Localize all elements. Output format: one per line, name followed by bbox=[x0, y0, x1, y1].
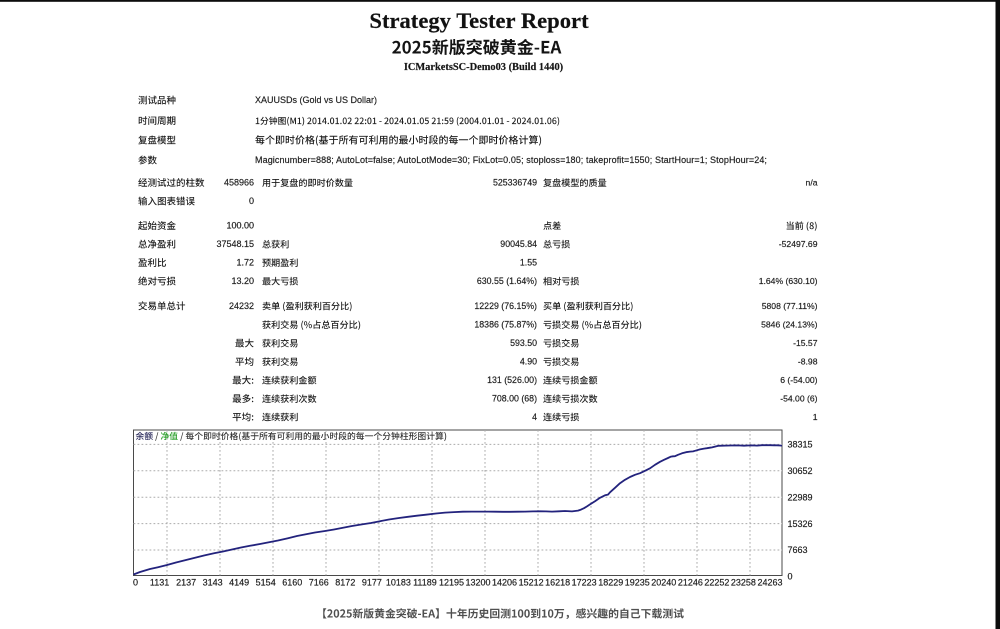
svg-text:-15.57: -15.57 bbox=[793, 338, 818, 348]
svg-text:13.20: 13.20 bbox=[231, 276, 254, 286]
svg-text:Magicnumber=888; AutoLot=false: Magicnumber=888; AutoLot=false; AutoLotM… bbox=[255, 155, 767, 165]
svg-text:0: 0 bbox=[788, 572, 793, 582]
svg-text:1.72: 1.72 bbox=[236, 258, 254, 268]
svg-text:5808 (77.11%): 5808 (77.11%) bbox=[762, 301, 818, 311]
svg-text:-52497.69: -52497.69 bbox=[779, 239, 818, 249]
svg-text:n/a: n/a bbox=[806, 178, 818, 188]
svg-text:0: 0 bbox=[133, 578, 138, 588]
svg-text:593.50: 593.50 bbox=[510, 338, 537, 348]
svg-text:ICMarketsSC-Demo03 (Build 1440: ICMarketsSC-Demo03 (Build 1440) bbox=[404, 62, 563, 73]
svg-text:22252: 22252 bbox=[704, 578, 729, 588]
svg-text:525336749: 525336749 bbox=[493, 178, 537, 188]
svg-text:11189: 11189 bbox=[413, 578, 437, 588]
svg-text:24232: 24232 bbox=[229, 301, 254, 311]
svg-text:-54.00 (6): -54.00 (6) bbox=[780, 394, 817, 404]
svg-text:14206: 14206 bbox=[492, 578, 517, 588]
svg-text:4149: 4149 bbox=[229, 578, 249, 588]
svg-text:1131: 1131 bbox=[150, 578, 169, 588]
svg-text:5846 (24.13%): 5846 (24.13%) bbox=[761, 320, 818, 330]
svg-text:630.55 (1.64%): 630.55 (1.64%) bbox=[477, 276, 537, 286]
svg-text:7663: 7663 bbox=[788, 545, 808, 555]
svg-text:458966: 458966 bbox=[224, 178, 254, 188]
svg-text:21246: 21246 bbox=[678, 578, 703, 588]
svg-text:XAUUSDs (Gold vs US Dollar): XAUUSDs (Gold vs US Dollar) bbox=[255, 95, 377, 105]
svg-text:1: 1 bbox=[813, 412, 818, 422]
svg-text:6 (-54.00): 6 (-54.00) bbox=[780, 375, 817, 385]
svg-text:4: 4 bbox=[532, 412, 537, 422]
svg-text:12195: 12195 bbox=[439, 578, 464, 588]
svg-text:Strategy Tester Report: Strategy Tester Report bbox=[369, 8, 589, 33]
svg-text:5154: 5154 bbox=[256, 578, 276, 588]
svg-text:15212: 15212 bbox=[519, 578, 544, 588]
svg-text:100.00: 100.00 bbox=[226, 221, 254, 231]
svg-text:2137: 2137 bbox=[176, 578, 196, 588]
svg-text:708.00 (68): 708.00 (68) bbox=[492, 394, 537, 404]
svg-text:16218: 16218 bbox=[545, 578, 570, 588]
svg-text:19235: 19235 bbox=[625, 578, 650, 588]
svg-text:17223: 17223 bbox=[572, 578, 597, 588]
svg-text:131 (526.00): 131 (526.00) bbox=[487, 375, 537, 385]
svg-text:22989: 22989 bbox=[788, 492, 813, 502]
svg-text:18386 (75.87%): 18386 (75.87%) bbox=[474, 320, 537, 330]
svg-text:10183: 10183 bbox=[386, 578, 411, 588]
svg-text:90045.84: 90045.84 bbox=[500, 239, 537, 249]
svg-text:3143: 3143 bbox=[203, 578, 223, 588]
svg-text:13200: 13200 bbox=[466, 578, 491, 588]
svg-text:30652: 30652 bbox=[788, 466, 813, 476]
svg-text:1.55: 1.55 bbox=[520, 258, 537, 268]
svg-text:12229 (76.15%): 12229 (76.15%) bbox=[474, 301, 537, 311]
svg-text:24263: 24263 bbox=[757, 578, 782, 588]
svg-text:8172: 8172 bbox=[335, 578, 355, 588]
svg-text:20240: 20240 bbox=[651, 578, 676, 588]
svg-text:9177: 9177 bbox=[362, 578, 382, 588]
svg-text:7166: 7166 bbox=[309, 578, 329, 588]
svg-text:4.90: 4.90 bbox=[520, 357, 537, 367]
svg-text:0: 0 bbox=[249, 196, 254, 206]
svg-text:1.64% (630.10): 1.64% (630.10) bbox=[759, 276, 818, 286]
svg-text:38315: 38315 bbox=[788, 440, 813, 450]
svg-text:37548.15: 37548.15 bbox=[216, 239, 254, 249]
svg-text:6160: 6160 bbox=[282, 578, 302, 588]
svg-text:18229: 18229 bbox=[598, 578, 623, 588]
svg-text:-8.98: -8.98 bbox=[798, 357, 818, 367]
svg-text:23258: 23258 bbox=[731, 578, 756, 588]
svg-text:15326: 15326 bbox=[788, 519, 813, 529]
